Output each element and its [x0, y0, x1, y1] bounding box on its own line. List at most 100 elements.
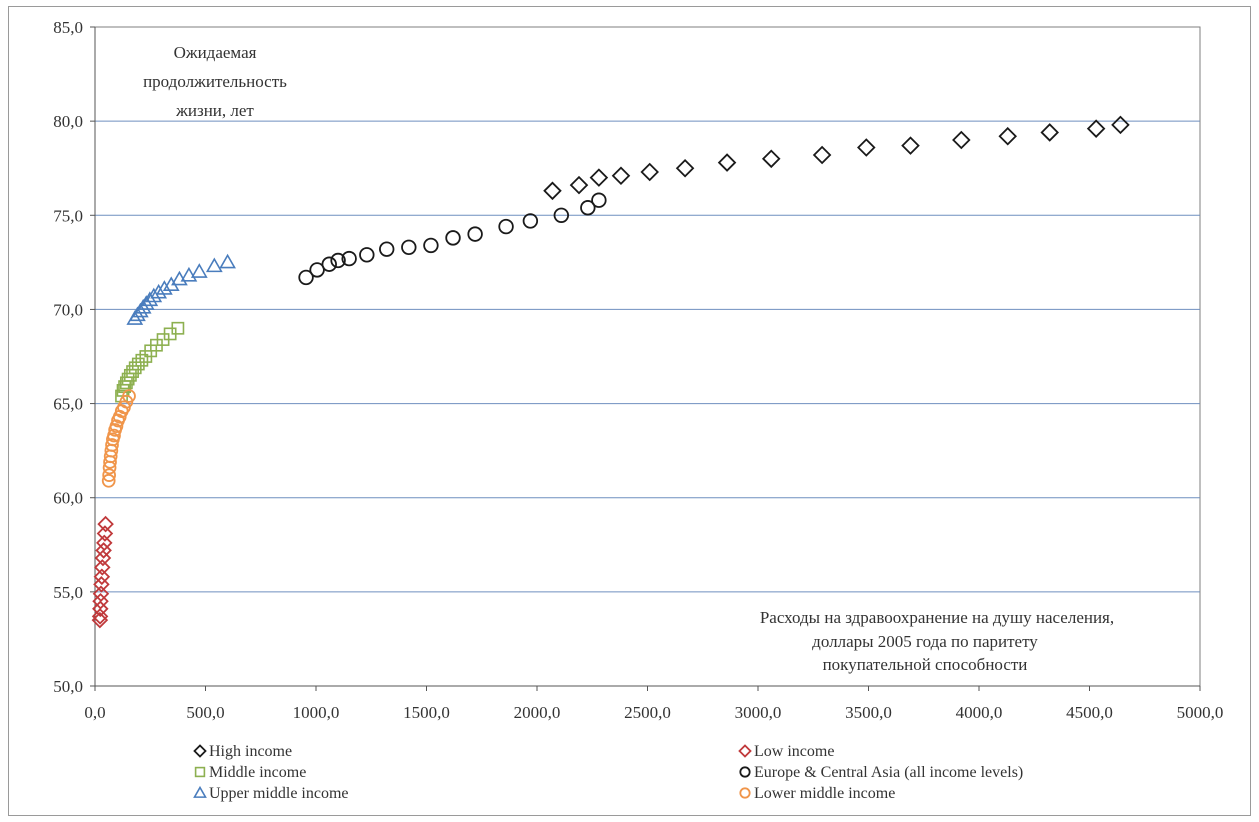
- series-3-point-4: [341, 250, 357, 267]
- legend-label-0-1: Low income: [754, 743, 834, 760]
- series-2-point-8: [131, 357, 145, 371]
- series-2-point-15: [171, 321, 185, 335]
- series-0-point-2: [589, 168, 609, 187]
- series-0-point-1: [569, 175, 589, 195]
- chart-frame: [8, 6, 1251, 816]
- series-4-point-13: [205, 257, 223, 273]
- series-3-point-7: [401, 239, 417, 255]
- series-3-point-15: [591, 192, 607, 208]
- series-0-point-5: [675, 158, 695, 178]
- series-1-point-8: [94, 549, 112, 567]
- series-4-point-14: [219, 253, 236, 269]
- legend-marker-2-0: [193, 785, 207, 798]
- series-1-point-11: [96, 525, 114, 542]
- legend: High income Low income Middle income Europe…: [193, 743, 1023, 802]
- series-3-point-2: [321, 256, 337, 272]
- legend-label-2-1: Lower middle income: [754, 785, 895, 802]
- y-axis-title: Ожидаемая продолжительность жизни, лет: [143, 43, 287, 120]
- series-3-point-11: [498, 218, 514, 235]
- series-2-point-4: [121, 372, 135, 386]
- series-0-point-4: [640, 162, 659, 182]
- series-5-point-10: [109, 419, 124, 434]
- series-3-point-6: [379, 241, 395, 257]
- series-3-point-12: [522, 213, 539, 229]
- x-tick-label-1: 500,0: [186, 703, 224, 722]
- x-tick-label-8: 4000,0: [956, 703, 1003, 722]
- series-3-point-13: [553, 207, 570, 223]
- legend-label-2-0: Upper middle income: [209, 785, 349, 802]
- x-tick-label-7: 3500,0: [845, 703, 892, 722]
- series-3-point-5: [359, 247, 375, 263]
- series-5-point-0: [101, 473, 116, 488]
- series-3: [298, 192, 607, 286]
- series-4-point-8: [156, 280, 173, 295]
- series-4-point-6: [145, 287, 163, 303]
- y-tick-label-0: 50,0: [53, 677, 83, 696]
- series-1-point-1: [91, 608, 109, 625]
- data-points: [91, 115, 1130, 629]
- series-3-point-3: [330, 252, 346, 269]
- series-0-point-8: [812, 145, 832, 165]
- series-4-point-7: [150, 283, 168, 299]
- series-0-point-11: [952, 130, 971, 150]
- series-3-point-8: [423, 237, 439, 254]
- series-3-point-14: [580, 200, 596, 216]
- legend-label-0-0: High income: [209, 743, 292, 760]
- series-1-point-5: [93, 576, 110, 593]
- y-tick-label-2: 60,0: [53, 489, 83, 508]
- series-4-point-3: [134, 298, 152, 314]
- x-axis-title: Расходы на здравоохранение на душу насел…: [760, 608, 1114, 674]
- x-tick-label-0: 0,0: [84, 703, 105, 722]
- series-0-point-14: [1086, 119, 1106, 138]
- series-1-point-6: [93, 568, 111, 586]
- series-0-point-3: [611, 166, 631, 186]
- series-5-point-8: [107, 428, 121, 443]
- legend-marker-2-1: [739, 787, 751, 799]
- y-tick-label-1: 55,0: [53, 583, 83, 602]
- series-3-point-1: [309, 262, 325, 278]
- series-3-point-10: [467, 226, 483, 242]
- legend-label-1-0: Middle income: [209, 764, 306, 781]
- series-0-point-6: [717, 153, 737, 172]
- series-1-point-3: [92, 592, 109, 610]
- x-tick-label-6: 3000,0: [735, 703, 782, 722]
- x-tick-label-10: 5000,0: [1177, 703, 1224, 722]
- series-0: [543, 115, 1130, 201]
- y-tick-label-3: 65,0: [53, 395, 83, 414]
- x-tick-label-9: 4500,0: [1066, 703, 1113, 722]
- series-2-point-7: [128, 361, 142, 375]
- x-tick-label-3: 1500,0: [403, 703, 450, 722]
- series-4-point-4: [137, 295, 155, 310]
- y-tick-label-5: 75,0: [53, 206, 83, 225]
- series-4: [126, 253, 236, 325]
- y-tick-label-7: 85,0: [53, 18, 83, 37]
- x-tick-label-5: 2500,0: [624, 703, 671, 722]
- series-0-point-9: [857, 138, 876, 157]
- x-axis-title-line-3: покупательной способности: [823, 655, 1028, 674]
- legend-marker-1-0: [194, 766, 206, 778]
- legend-label-1-1: Europe & Central Asia (all income levels…: [754, 764, 1023, 781]
- x-tick-label-4: 2000,0: [514, 703, 561, 722]
- y-tick-label-4: 70,0: [53, 300, 83, 319]
- series-0-point-15: [1111, 115, 1130, 135]
- legend-marker-1-1: [739, 766, 751, 778]
- series-1-point-7: [94, 559, 111, 576]
- plot-area: [94, 26, 1201, 687]
- x-axis-ticks: 0,0 500,0 1000,0 1500,0 2000,0 2500,0 3000,0 35…: [84, 686, 1223, 722]
- gridlines: [95, 120, 1200, 593]
- series-2-point-9: [135, 353, 149, 367]
- series-3-point-9: [445, 230, 461, 246]
- legend-marker-0-1: [738, 744, 752, 758]
- series-1-point-10: [96, 534, 113, 552]
- y-axis-title-line-1: Ожидаемая: [174, 43, 257, 62]
- series-1: [91, 515, 114, 629]
- series-1-point-12: [97, 515, 114, 533]
- series-4-point-11: [180, 266, 198, 282]
- series-5-point-1: [102, 468, 116, 482]
- series-0-point-13: [1040, 123, 1059, 142]
- x-tick-label-2: 1000,0: [293, 703, 340, 722]
- series-5-point-16: [122, 389, 136, 403]
- y-axis-ticks: 50,0 55,0 60,0 65,0 70,0 75,0 80,0 85,0: [53, 18, 95, 696]
- series-4-point-12: [190, 263, 208, 278]
